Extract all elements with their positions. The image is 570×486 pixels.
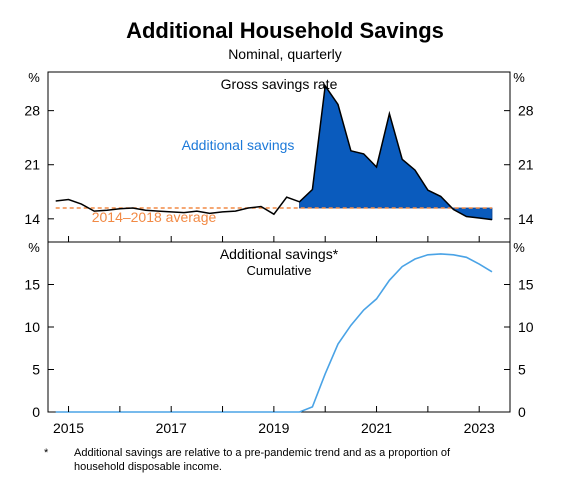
- x-tick-label: 2015: [53, 420, 84, 436]
- bottom-y-tick-label-right: 15: [518, 277, 534, 293]
- x-tick-label: 2023: [464, 420, 495, 436]
- bottom-y-tick-label-left: 0: [32, 404, 40, 420]
- bottom-y-tick-label-right: 10: [518, 319, 534, 335]
- top-y-tick-label-right: 14: [518, 211, 534, 227]
- top-left-unit: %: [28, 70, 40, 85]
- additional-savings-area: [299, 84, 493, 221]
- cumulative-panel: Additional savings* Cumulative % %: [28, 240, 525, 413]
- bottom-y-tick-label-left: 15: [24, 277, 40, 293]
- top-y-tick-label-left: 21: [24, 157, 40, 173]
- bottom-y-tick-label-left: 10: [24, 319, 40, 335]
- bottom-left-unit: %: [28, 240, 40, 255]
- gross-savings-rate-line: [55, 83, 493, 221]
- bottom-y-tick-label-right: 5: [518, 362, 526, 378]
- top-y-tick-label-right: 21: [518, 157, 534, 173]
- chart-subtitle: Nominal, quarterly: [228, 46, 342, 62]
- x-tick-label: 2021: [361, 420, 392, 436]
- chart-canvas: Gross savings rate Additional savings 20…: [24, 70, 533, 436]
- footnote-text: Additional savings are relative to a pre…: [74, 447, 451, 473]
- bottom-panel-subtitle: Cumulative: [246, 263, 311, 278]
- x-ticks: 2015 2017 2019 2021 2023: [53, 236, 495, 436]
- chart-title: Additional Household Savings: [126, 18, 444, 43]
- bottom-y-tick-label-left: 5: [32, 362, 40, 378]
- additional-savings-label: Additional savings: [182, 137, 295, 153]
- top-panel-title: Gross savings rate: [221, 76, 338, 92]
- x-tick-label: 2019: [258, 420, 289, 436]
- top-y-ticks: 14 14 21 21 28 28: [24, 103, 533, 227]
- footnote: * Additional savings are relative to a p…: [44, 446, 494, 474]
- gross-savings-panel: Gross savings rate Additional savings 20…: [28, 70, 525, 225]
- bottom-y-ticks: 0 0 5 5 10 10 15 15: [24, 277, 533, 421]
- cumulative-additional-savings-line: [55, 253, 493, 413]
- top-y-tick-label-left: 14: [24, 211, 40, 227]
- top-y-tick-label-left: 28: [24, 103, 40, 119]
- x-tick-label: 2017: [156, 420, 187, 436]
- footnote-marker: *: [44, 447, 49, 459]
- bottom-right-unit: %: [513, 240, 525, 255]
- top-right-unit: %: [513, 70, 525, 85]
- bottom-y-tick-label-right: 0: [518, 404, 526, 420]
- average-label: 2014–2018 average: [92, 209, 217, 225]
- bottom-panel-title: Additional savings*: [220, 246, 339, 262]
- top-y-tick-label-right: 28: [518, 103, 534, 119]
